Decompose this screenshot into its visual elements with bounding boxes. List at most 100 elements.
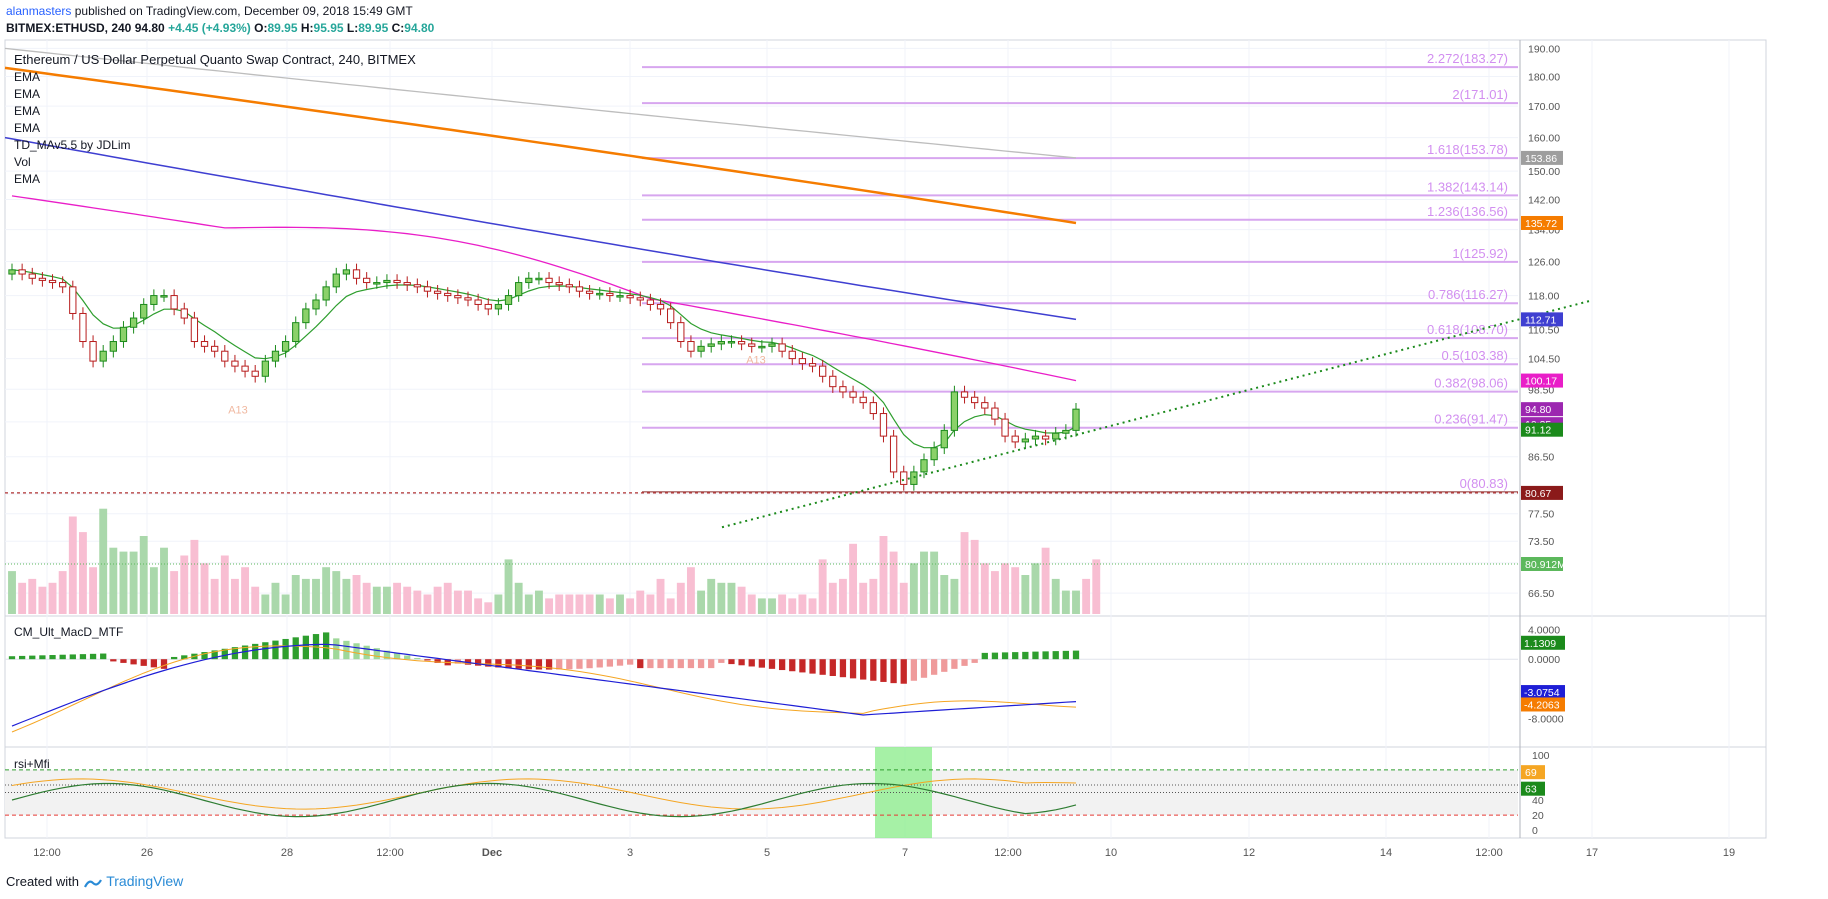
candle-body — [444, 292, 452, 297]
macd-histogram-bar — [626, 659, 634, 665]
macd-histogram-bar — [870, 659, 877, 681]
volume-bar — [899, 582, 908, 614]
volume-bar — [89, 567, 98, 614]
volume-bar — [68, 516, 77, 614]
fib-level-label: 1.618(153.78) — [1427, 142, 1508, 157]
macd-histogram-bar — [920, 659, 928, 678]
volume-bar — [920, 551, 928, 614]
candle-body — [302, 308, 310, 324]
volume-bar — [78, 532, 87, 614]
candle-body — [241, 365, 249, 372]
candle-body — [656, 303, 665, 310]
volume-bar — [565, 594, 574, 614]
indicator-ema-1[interactable]: EMA — [14, 70, 41, 84]
indicator-td-ma[interactable]: TD_MAv5.5 by JDLim — [14, 138, 131, 152]
macd-histogram-bar — [120, 659, 127, 663]
macd-histogram-bar — [556, 659, 563, 670]
x-tick-label: 7 — [902, 847, 908, 859]
fib-level-label: 0.618(108.70) — [1427, 322, 1508, 337]
indicator-vol[interactable]: Vol — [14, 155, 31, 169]
publish-info: published on TradingView.com, December 0… — [74, 4, 413, 18]
candle-body — [991, 407, 999, 420]
ema-line-magenta — [11, 195, 1077, 382]
annotation-label: A13 — [746, 355, 766, 367]
macd-histogram-bar — [637, 659, 644, 669]
candle-body — [707, 343, 715, 347]
macd-histogram-bar — [819, 659, 826, 675]
candle-body — [555, 282, 563, 286]
macd-histogram-bar — [262, 642, 269, 660]
volume-bar — [139, 536, 148, 614]
chart-frame — [4, 39, 1767, 839]
x-tick-label: 12:00 — [1475, 847, 1503, 859]
candlestick-series — [8, 263, 1080, 491]
macd-histogram-bar — [272, 640, 279, 660]
macd-histogram-bar — [140, 659, 147, 666]
ema-line-blue — [4, 136, 1077, 321]
volume-bar — [484, 602, 493, 614]
candle-body — [1001, 418, 1009, 437]
candle-body — [768, 343, 776, 347]
volume-bar — [413, 590, 422, 614]
y-tick-label: 104.50 — [1528, 354, 1560, 366]
indicator-ema-2[interactable]: EMA — [14, 87, 41, 101]
volume-bar — [474, 598, 483, 614]
tradingview-logo-icon — [83, 877, 103, 889]
macd-signal-line — [11, 645, 1077, 733]
price-label-box — [1521, 373, 1563, 388]
macd-histogram-bar — [424, 659, 431, 661]
candle-body — [717, 341, 725, 345]
candle-body — [251, 370, 259, 377]
volume-bar — [626, 598, 635, 614]
volume-bar — [1021, 575, 1030, 614]
macd-title[interactable]: CM_Ult_MacD_MTF — [14, 625, 124, 639]
fib-level-label: 0(80.83) — [1460, 476, 1508, 491]
volume-bar — [788, 598, 797, 614]
rsi-title[interactable]: rsi+Mfi — [14, 757, 50, 771]
macd-histogram-bar — [130, 659, 137, 665]
candle-body — [788, 350, 796, 360]
volume-bar — [595, 594, 604, 614]
x-tick-label: 12 — [1243, 847, 1255, 859]
candle-body — [798, 358, 807, 365]
macd-price-label-box — [1521, 685, 1565, 700]
macd-histogram-bar — [100, 653, 107, 660]
volume-bar — [676, 582, 685, 614]
macd-histogram-bar — [373, 648, 380, 660]
macd-y-tick-label: 4.0000 — [1528, 624, 1560, 636]
macd-histogram-bar — [839, 659, 847, 678]
volume-bar — [930, 551, 939, 614]
author-link[interactable]: alanmasters — [6, 4, 72, 18]
macd-y-tick-label: 0.0000 — [1528, 654, 1560, 666]
candle-body — [596, 292, 604, 296]
volume-bar — [18, 582, 27, 614]
indicator-ema-5[interactable]: EMA — [14, 172, 41, 186]
indicator-ema-4[interactable]: EMA — [14, 121, 41, 135]
candle-body — [383, 279, 391, 284]
macd-histogram-bar — [667, 659, 674, 669]
x-tick-label: 12:00 — [33, 847, 61, 859]
x-tick-label: 12:00 — [994, 847, 1022, 859]
candle-body — [393, 279, 401, 284]
macd-histogram-bar — [1052, 651, 1059, 660]
volume-bar — [980, 563, 989, 614]
candle-body — [221, 350, 229, 362]
candle-body — [727, 341, 736, 344]
rsi-price-label-box — [1521, 765, 1545, 780]
volume-bar — [494, 594, 503, 614]
candle-body — [1072, 408, 1080, 431]
macd-histogram-bar — [383, 650, 391, 660]
volume-bar — [909, 563, 918, 614]
tradingview-brand[interactable]: TradingView — [106, 873, 184, 889]
annotation-label: A13 — [228, 405, 248, 417]
candle-body — [474, 299, 482, 305]
price-label-text: 135.72 — [1525, 218, 1557, 230]
candle-body — [585, 290, 594, 294]
macd-histogram-bar — [930, 659, 938, 675]
candle-body — [342, 269, 351, 275]
indicator-ema-3[interactable]: EMA — [14, 104, 41, 118]
macd-histogram-bar — [971, 659, 978, 663]
volume-bar — [757, 598, 766, 614]
volume-bar — [1082, 578, 1091, 614]
